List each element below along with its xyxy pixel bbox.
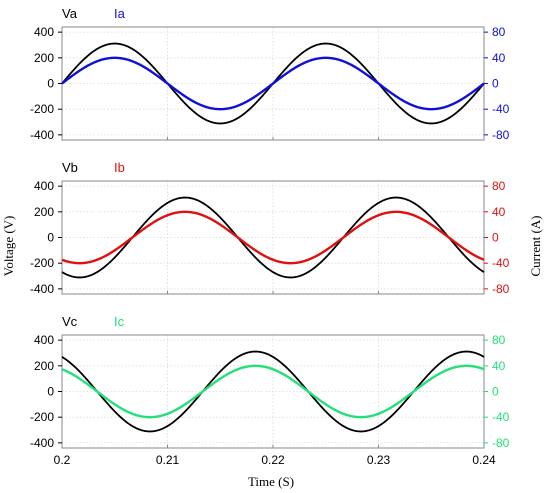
current-tick-label: 80 [492,179,506,193]
voltage-tick-label: -400 [30,128,54,142]
voltage-tick-label: -200 [30,102,54,116]
legend-voltage: Va [62,6,78,21]
x-tick-label: 0.22 [261,453,285,467]
legend-current: Ic [114,314,125,329]
current-tick-label: 80 [492,25,506,39]
x-axis-title: Time (S) [248,474,294,489]
current-tick-label: 0 [492,231,499,245]
voltage-tick-label: -200 [30,256,54,270]
voltage-tick-label: 400 [34,333,54,347]
x-tick-label: 0.23 [367,453,391,467]
current-tick-label: 0 [492,77,499,91]
voltage-tick-label: 0 [47,231,54,245]
voltage-tick-label: -400 [30,282,54,296]
current-tick-label: -80 [492,436,510,450]
voltage-tick-label: 400 [34,179,54,193]
voltage-tick-label: 200 [34,359,54,373]
current-tick-label: -80 [492,282,510,296]
current-tick-label: 80 [492,333,506,347]
current-tick-label: -40 [492,256,510,270]
current-tick-label: 40 [492,51,506,65]
voltage-tick-label: 400 [34,25,54,39]
legend-current: Ia [114,6,126,21]
voltage-tick-label: 0 [47,385,54,399]
current-tick-label: 0 [492,385,499,399]
current-tick-label: 40 [492,205,506,219]
voltage-tick-label: -400 [30,436,54,450]
legend-voltage: Vc [62,314,78,329]
voltage-tick-label: 0 [47,77,54,91]
x-tick-label: 0.24 [472,453,496,467]
current-tick-label: 40 [492,359,506,373]
legend-voltage: Vb [62,160,78,175]
legend-current: Ib [114,160,125,175]
current-line-ia [61,56,485,111]
x-tick-label: 0.21 [156,453,180,467]
current-line-ib [61,210,485,265]
right-axis-title: Current (A) [528,215,543,276]
current-tick-label: -40 [492,410,510,424]
voltage-tick-label: -200 [30,410,54,424]
x-tick-label: 0.2 [54,453,71,467]
left-axis-title: Voltage (V) [1,216,16,277]
voltage-tick-label: 200 [34,205,54,219]
current-line-ic [61,364,485,419]
voltage-tick-label: 200 [34,51,54,65]
current-tick-label: -40 [492,102,510,116]
current-tick-label: -80 [492,128,510,142]
